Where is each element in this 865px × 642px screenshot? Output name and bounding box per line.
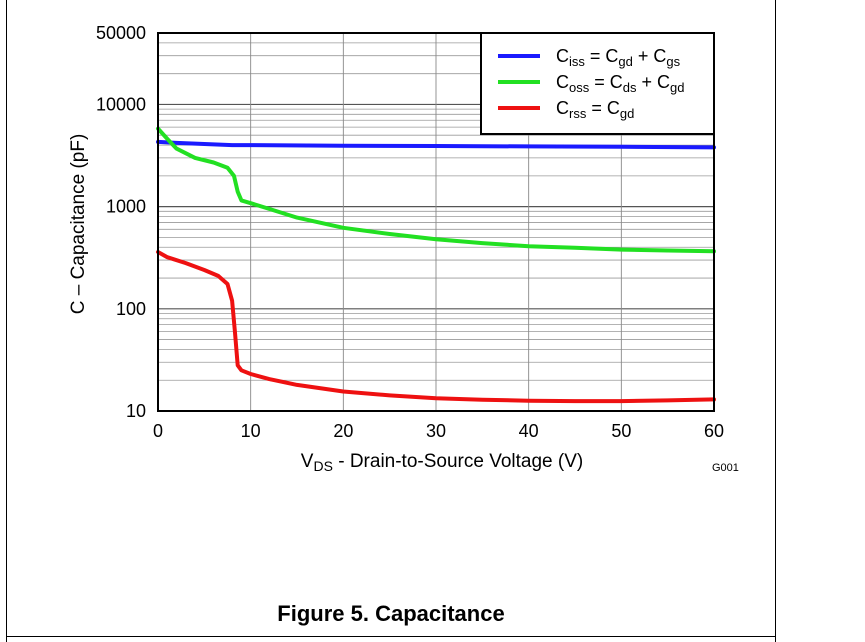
legend-text-part: = C [585,46,619,66]
legend-subscript: ds [623,80,637,95]
legend-subscript: gd [620,106,634,121]
series-line-1 [156,126,716,254]
frame-left-border [6,0,7,642]
x-tick-label: 0 [153,421,163,441]
legend-subscript: oss [569,80,590,95]
y-tick-labels: 10 100 1000 10000 50000 [96,23,146,421]
legend-subscript: iss [569,54,585,69]
series-line-2 [156,250,716,404]
x-axis-title: VDS - Drain-to-Source Voltage (V) [301,451,583,474]
y-tick-label: 50000 [96,23,146,43]
legend-subscript: gd [618,54,632,69]
x-tick-label: 10 [241,421,261,441]
x-axis-title-rest: - Drain-to-Source Voltage (V) [333,451,583,472]
legend-subscript: gd [670,80,684,95]
series-lines [156,126,716,404]
x-tick-label: 20 [333,421,353,441]
legend-text-part: C [556,72,569,92]
y-tick-label: 100 [116,299,146,319]
legend-label-1: Coss = Cds + Cgd [556,72,684,95]
plot-border [157,32,715,412]
legend-text-part: = C [586,98,620,118]
x-tick-label: 50 [611,421,631,441]
x-tick-label: 60 [704,421,724,441]
legend-subscript: rss [569,106,587,121]
x-axis-title-main: V [301,451,314,472]
y-tick-label: 10000 [96,94,146,114]
series-line-0 [156,139,716,150]
legend-text-part: C [556,98,569,118]
frame-bottom-border [6,636,776,637]
legend-text-part: = C [589,72,623,92]
legend-text-part: C [556,46,569,66]
figure-code: G001 [712,462,739,474]
x-tick-label: 30 [426,421,446,441]
x-tick-label: 40 [519,421,539,441]
legend-label-2: Crss = Cgd [556,98,634,121]
legend-text-part: + C [636,72,670,92]
legend-text-part: + C [633,46,667,66]
legend-subscript: gs [666,54,680,69]
x-tick-labels: 0 10 20 30 40 50 60 [153,421,724,441]
x-axis-title-sub: DS [313,458,332,474]
y-tick-label: 10 [126,401,146,421]
figure-caption: Figure 5. Capacitance [277,601,505,626]
y-axis-title: C – Capacitance (pF) [68,134,89,315]
legend-label-0: Ciss = Cgd + Cgs [556,46,681,69]
frame-right-border [775,0,776,642]
y-tick-label: 1000 [106,197,146,217]
